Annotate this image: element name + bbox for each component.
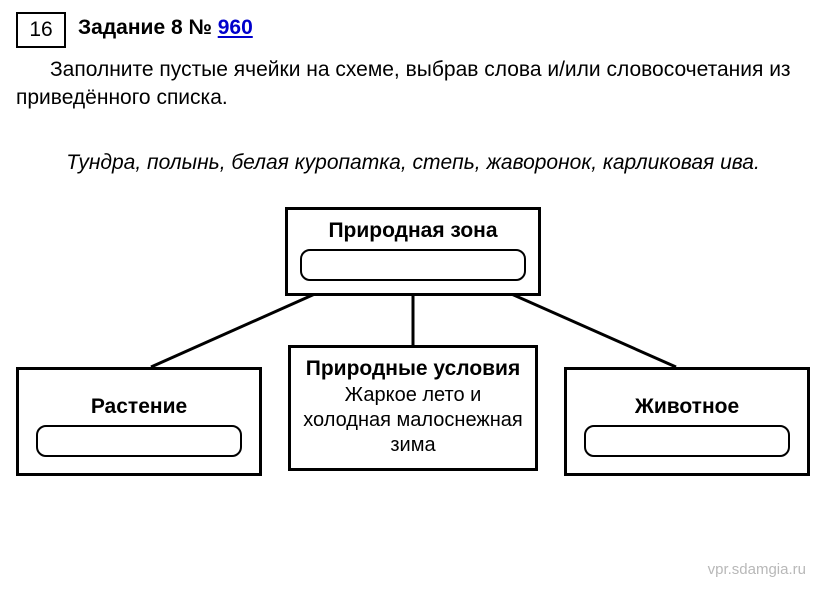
task-prompt: Заполните пустые ячейки на схеме, выбрав…	[16, 56, 810, 113]
page: 16 Задание 8 № 960 Заполните пустые ячей…	[0, 0, 826, 592]
task-title: Задание 8 № 960	[78, 10, 253, 40]
diagram: Природная зона Растение Природные услови…	[16, 207, 810, 537]
question-number-box: 16	[16, 12, 66, 48]
task-id-link[interactable]: 960	[218, 16, 253, 39]
node-title: Растение	[29, 394, 249, 419]
word-list: Тундра, полынь, белая куропатка, степь, …	[16, 149, 810, 177]
header-row: 16 Задание 8 № 960	[16, 10, 810, 48]
node-natural-zone: Природная зона	[285, 207, 541, 296]
watermark: vpr.sdamgia.ru	[708, 561, 806, 578]
blank-input-plant[interactable]	[36, 425, 242, 457]
blank-input-animal[interactable]	[584, 425, 790, 457]
node-title: Природная зона	[298, 218, 528, 243]
numero-sign: №	[188, 16, 217, 39]
node-title: Животное	[577, 394, 797, 419]
node-text: Жаркое лето и холодная малоснежная зима	[301, 383, 525, 458]
node-conditions: Природные условия Жаркое лето и холодная…	[288, 345, 538, 471]
question-number: 16	[29, 18, 52, 42]
blank-input-zone[interactable]	[300, 249, 526, 281]
node-plant: Растение	[16, 367, 262, 476]
node-animal: Животное	[564, 367, 810, 476]
node-title: Природные условия	[301, 356, 525, 381]
task-prefix: Задание 8	[78, 16, 188, 39]
